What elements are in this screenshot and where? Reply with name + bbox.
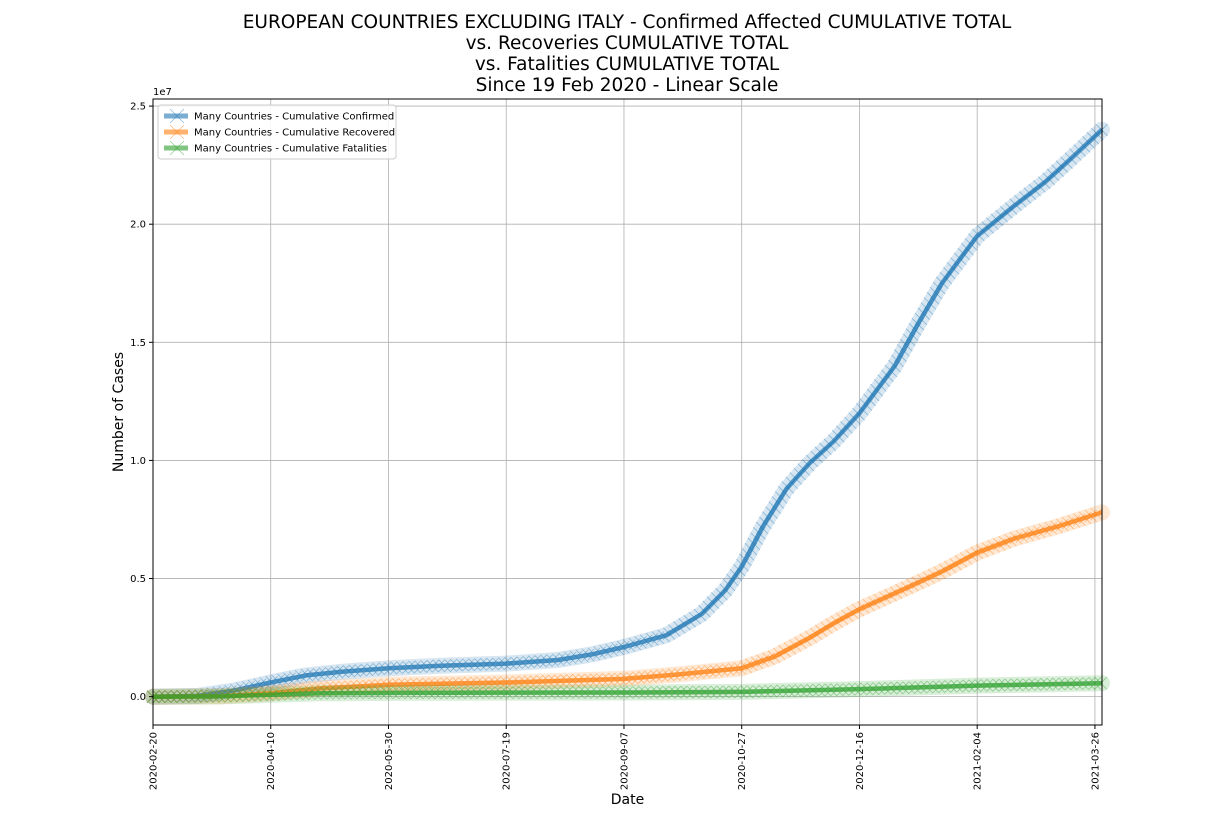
series-1 <box>145 121 1110 705</box>
grid <box>152 99 1102 725</box>
x-tick-label: 2020-02-20 <box>149 732 160 790</box>
x-axis-label: Date <box>611 792 644 808</box>
series-marker-band <box>145 504 1110 705</box>
x-tick-label: 2020-05-30 <box>384 732 395 790</box>
legend: Many Countries - Cumulative Confirmed Man… <box>157 104 397 160</box>
series-line <box>152 510 1103 699</box>
series-layer <box>145 121 1110 705</box>
chart-title: EUROPEAN COUNTRIES EXCLUDING ITALY - Con… <box>242 12 1012 96</box>
y-tick-label: 0.0 <box>130 692 146 703</box>
y-tick-label: 2.5 <box>130 102 146 113</box>
x-tick-label: 2020-04-10 <box>266 732 277 790</box>
y-tick-label: 1.0 <box>130 456 146 467</box>
x-tick-label: 2020-07-19 <box>502 732 513 790</box>
x-tick-label: 2021-03-26 <box>1090 732 1101 790</box>
series-3 <box>145 675 1110 705</box>
ticks: 0.0 0.5 1.0 1.5 2.0 2.5 2020-02-20 2020-04-10 20… <box>130 102 1101 791</box>
legend-box <box>157 104 397 160</box>
legend-marker <box>169 140 185 156</box>
legend-label: Many Countries - Cumulative Fatalities <box>194 144 387 155</box>
legend-marker <box>169 124 185 140</box>
x-tick-label: 2020-12-16 <box>855 732 866 790</box>
plot-frame <box>152 98 1103 726</box>
y-tick-label: 0.5 <box>130 574 146 585</box>
legend-marker <box>169 108 185 124</box>
series-marker-band <box>145 121 1110 705</box>
y-axis-label: Number of Cases <box>111 352 127 472</box>
series-2 <box>145 504 1110 705</box>
y-multiplier-label: 1e7 <box>153 87 172 98</box>
y-tick-label: 1.5 <box>130 338 146 349</box>
y-tick-label: 2.0 <box>130 220 146 231</box>
series-line <box>152 128 1104 699</box>
legend-label: Many Countries - Cumulative Confirmed <box>194 112 394 123</box>
x-tick-label: 2021-02-04 <box>973 732 984 790</box>
legend-label: Many Countries - Cumulative Recovered <box>194 128 395 139</box>
x-tick-label: 2020-09-07 <box>619 732 630 790</box>
x-tick-label: 2020-10-27 <box>737 732 748 790</box>
